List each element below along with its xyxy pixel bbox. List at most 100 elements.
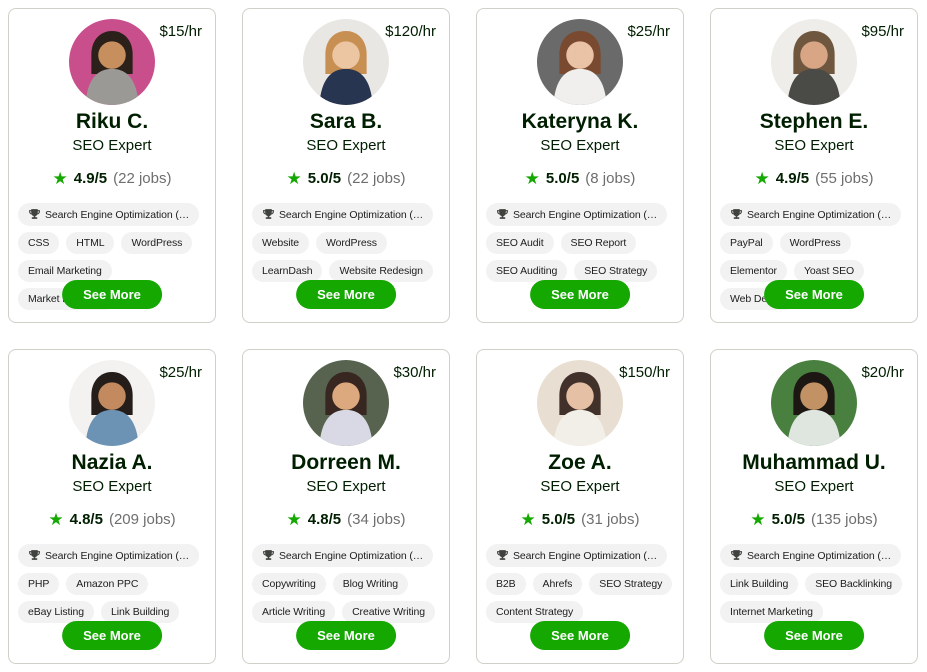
rating-score: 4.8/5 [69,511,103,528]
top-skill-tag: Search Engine Optimization (… [720,203,902,226]
rating-row: ★ 4.9/5 (22 jobs) [9,170,215,187]
rating-score: 5.0/5 [307,170,342,187]
hourly-rate: $25/hr [627,23,670,40]
top-skill-label: Search Engine Optimization (… [513,549,658,562]
see-more-button[interactable]: See More [764,280,864,309]
see-more-button[interactable]: See More [764,621,864,650]
avatar[interactable] [303,19,389,105]
trophy-icon [731,209,742,219]
skill-tag: WordPress [316,232,387,254]
freelancer-title: SEO Expert [72,137,152,154]
skill-tags: Search Engine Optimization (… Website Wor… [252,203,440,282]
hourly-rate: $120/hr [385,23,436,40]
star-icon: ★ [52,169,68,188]
skill-tag: WordPress [121,232,193,254]
freelancer-card: $25/hr Kateryna K. SEO Expert ★ 5.0/5 (8… [476,8,684,323]
freelancer-name[interactable]: Nazia A. [71,451,153,474]
see-more-button[interactable]: See More [530,280,630,309]
avatar[interactable] [771,360,857,446]
freelancer-name[interactable]: Sara B. [309,110,383,133]
rating-row: ★ 4.9/5 (55 jobs) [711,170,917,187]
see-more-button[interactable]: See More [296,280,396,309]
freelancer-name[interactable]: Zoe A. [548,451,612,474]
star-icon: ★ [48,510,64,529]
avatar-portrait [771,360,857,446]
jobs-count: (135 jobs) [810,511,878,528]
trophy-icon [263,209,274,219]
freelancer-name[interactable]: Dorreen M. [291,451,401,474]
top-skill-label: Search Engine Optimization (… [45,549,190,562]
avatar[interactable] [537,19,623,105]
freelancer-card: $15/hr Riku C. SEO Expert ★ 4.9/5 (22 jo… [8,8,216,323]
avatar[interactable] [303,360,389,446]
skill-tags: Search Engine Optimization (… Link Build… [720,544,908,623]
avatar-portrait [303,360,389,446]
trophy-icon [29,550,40,560]
freelancer-name[interactable]: Muhammad U. [742,451,886,474]
rating-score: 5.0/5 [771,511,805,528]
skill-tag: Link Building [101,601,180,623]
freelancer-card: $20/hr Muhammad U. SEO Expert ★ 5.0/5 (1… [710,349,918,664]
freelancer-name[interactable]: Riku C. [75,110,149,133]
top-skill-tag: Search Engine Optimization (… [252,544,434,567]
avatar-portrait [303,19,389,105]
hourly-rate: $30/hr [393,364,436,381]
avatar-portrait [69,19,155,105]
skill-tag: Website Redesign [329,260,433,282]
avatar-portrait [69,360,155,446]
rating-row: ★ 4.8/5 (34 jobs) [243,511,449,528]
rating-score: 4.8/5 [307,511,342,528]
skill-tag: Email Marketing [18,260,112,282]
freelancer-title: SEO Expert [774,137,854,154]
top-skill-tag: Search Engine Optimization (… [18,203,200,226]
hourly-rate: $20/hr [861,364,904,381]
avatar-portrait [537,360,623,446]
skill-tag: Copywriting [252,573,326,595]
jobs-count: (34 jobs) [347,511,406,528]
jobs-count: (22 jobs) [113,170,172,187]
top-skill-label: Search Engine Optimization (… [747,549,892,562]
avatar[interactable] [771,19,857,105]
skill-tag: Link Building [720,573,799,595]
avatar-portrait [771,19,857,105]
rating-row: ★ 5.0/5 (31 jobs) [477,511,683,528]
hourly-rate: $150/hr [619,364,670,381]
skill-tag: Creative Writing [342,601,435,623]
see-more-button[interactable]: See More [62,621,162,650]
freelancer-card: $30/hr Dorreen M. SEO Expert ★ 4.8/5 (34… [242,349,450,664]
skill-tags: Search Engine Optimization (… B2B Ahrefs S… [486,544,674,623]
rating-row: ★ 5.0/5 (22 jobs) [243,170,449,187]
jobs-count: (209 jobs) [108,511,176,528]
avatar[interactable] [69,19,155,105]
rating-score: 5.0/5 [541,511,576,528]
star-icon: ★ [750,510,766,529]
skill-tags: Search Engine Optimization (… PayPal Word… [720,203,908,310]
jobs-count: (8 jobs) [585,170,636,187]
skill-tag: SEO Backlinking [805,573,902,595]
skill-tag: WordPress [779,232,851,254]
skill-tag: SEO Strategy [574,260,658,282]
hourly-rate: $25/hr [159,364,202,381]
rating-score: 4.9/5 [775,170,810,187]
trophy-icon [497,550,508,560]
top-skill-label: Search Engine Optimization (… [513,208,658,221]
skill-tag: Article Writing [252,601,336,623]
freelancer-name[interactable]: Stephen E. [759,110,869,133]
hourly-rate: $95/hr [861,23,904,40]
skill-tag: eBay Listing [18,601,95,623]
star-icon: ★ [754,169,770,188]
top-skill-label: Search Engine Optimization (… [45,208,190,221]
see-more-button[interactable]: See More [530,621,630,650]
star-icon: ★ [520,510,536,529]
skill-tag: Yoast SEO [793,260,865,282]
trophy-icon [497,209,508,219]
see-more-button[interactable]: See More [296,621,396,650]
skill-tag: SEO Auditing [486,260,568,282]
avatar[interactable] [69,360,155,446]
freelancer-name[interactable]: Kateryna K. [521,110,639,133]
skill-tag: Elementor [720,260,787,282]
avatar[interactable] [537,360,623,446]
see-more-button[interactable]: See More [62,280,162,309]
trophy-icon [731,550,742,560]
